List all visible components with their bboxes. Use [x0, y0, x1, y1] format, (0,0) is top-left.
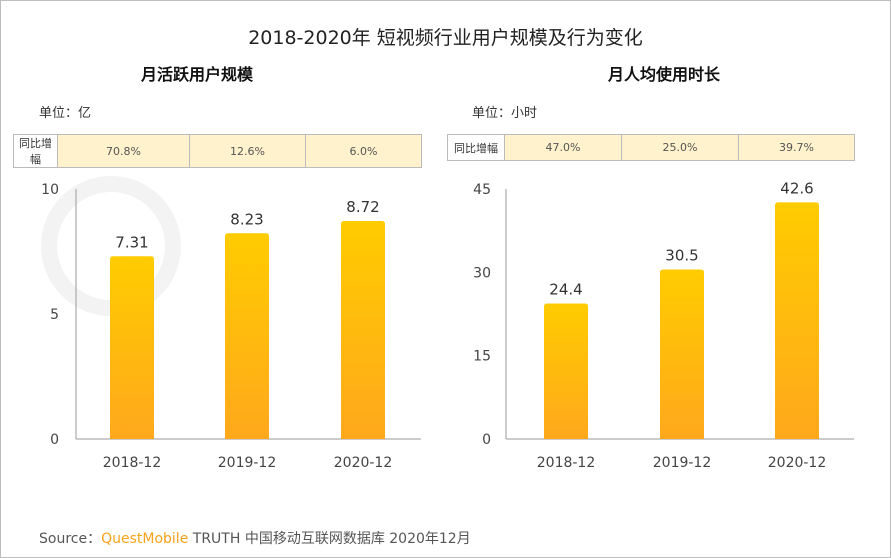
bar — [110, 256, 154, 439]
y-tick-label: 5 — [50, 307, 59, 323]
bar — [660, 269, 704, 439]
data-label: 30.5 — [665, 247, 698, 265]
source-prefix: Source： — [39, 531, 102, 547]
left-growth-table: 同比增幅 70.8% 12.6% 6.0% — [13, 134, 422, 168]
data-label: 42.6 — [780, 179, 813, 197]
data-label: 8.23 — [230, 210, 263, 228]
source-brand: QuestMobile — [101, 531, 189, 547]
y-tick-label: 45 — [473, 182, 491, 198]
left-chart-title: 月活跃用户规模 — [141, 65, 254, 84]
x-tick-label: 2019-12 — [218, 455, 277, 471]
data-label: 24.4 — [549, 280, 582, 298]
y-tick-label: 10 — [41, 182, 59, 198]
x-tick-label: 2020-12 — [334, 455, 393, 471]
x-tick-label: 2019-12 — [653, 455, 712, 471]
growth-cell: 6.0% — [305, 134, 422, 168]
bar — [544, 303, 588, 439]
growth-cell: 25.0% — [621, 134, 739, 161]
source-note: Source：QuestMobile TRUTH 中国移动互联网数据库 2020… — [39, 528, 471, 548]
growth-cell: 12.6% — [189, 134, 306, 168]
x-tick-label: 2018-12 — [103, 455, 162, 471]
growth-cell: 39.7% — [738, 134, 855, 161]
source-rest: TRUTH 中国移动互联网数据库 2020年12月 — [188, 531, 471, 547]
y-tick-label: 0 — [50, 432, 59, 448]
y-tick-label: 30 — [473, 265, 491, 281]
x-tick-label: 2020-12 — [768, 455, 827, 471]
x-tick-label: 2018-12 — [537, 455, 596, 471]
growth-cell: 47.0% — [504, 134, 622, 161]
right-chart-title: 月人均使用时长 — [608, 65, 721, 84]
data-label: 7.31 — [115, 233, 148, 251]
left-unit: 单位：亿 — [39, 106, 92, 121]
growth-cell: 70.8% — [57, 134, 190, 168]
data-label: 8.72 — [346, 198, 379, 216]
right-unit: 单位：小时 — [472, 106, 538, 121]
y-tick-label: 15 — [473, 349, 491, 365]
growth-label: 同比增幅 — [447, 134, 505, 161]
growth-label: 同比增幅 — [13, 134, 58, 168]
y-tick-label: 0 — [482, 432, 491, 448]
main-title: 2018-2020年 短视频行业用户规模及行为变化 — [248, 27, 643, 49]
right-growth-table: 同比增幅 47.0% 25.0% 39.7% — [447, 134, 855, 161]
bar — [341, 221, 385, 439]
bar — [775, 202, 819, 439]
bar — [225, 233, 269, 439]
